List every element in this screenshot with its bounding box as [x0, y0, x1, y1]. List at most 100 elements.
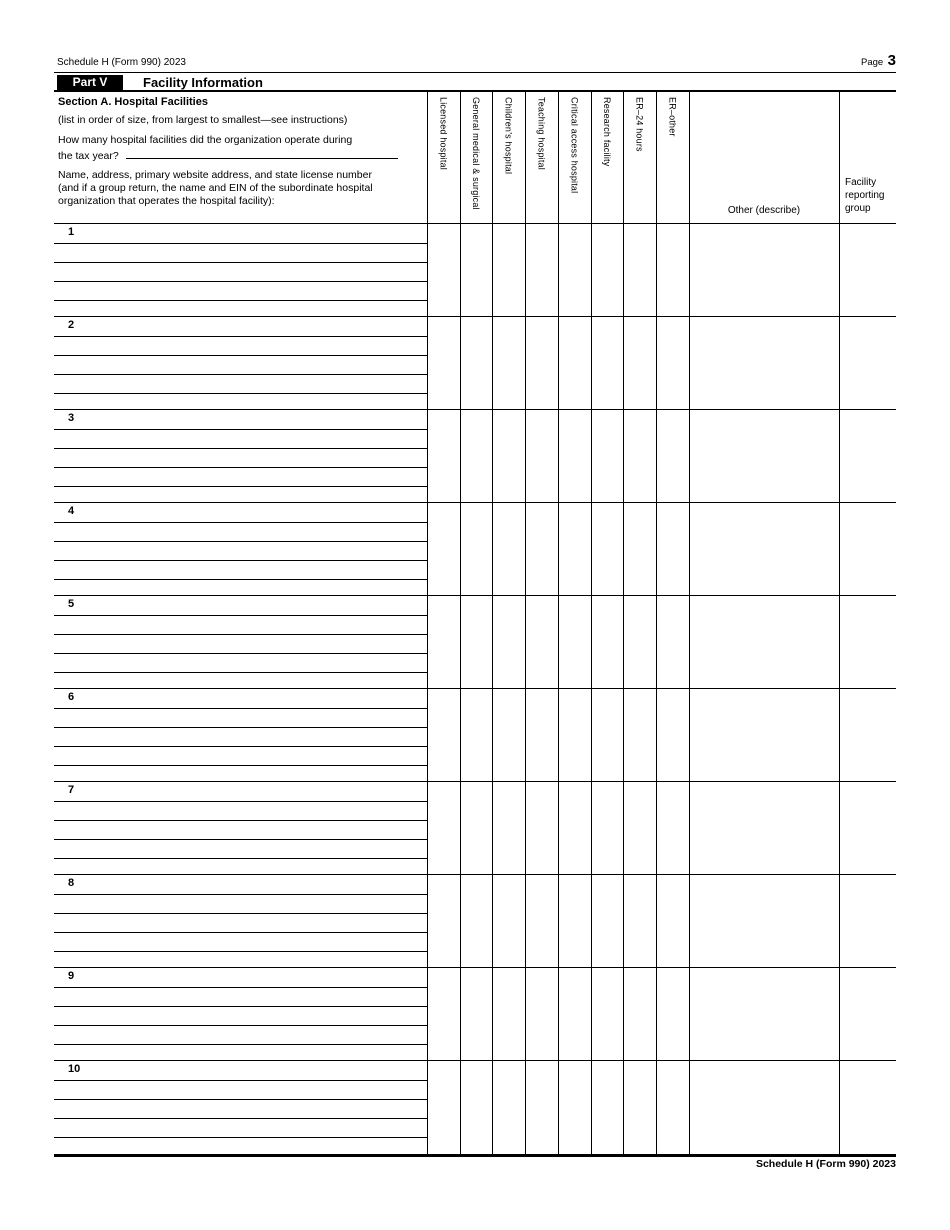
- facility-3-childrens-hospital-cell[interactable]: [492, 410, 525, 502]
- facility-6-writein-line-1[interactable]: [54, 708, 427, 709]
- facility-5-general-medical-surgical-cell[interactable]: [460, 596, 492, 688]
- facility-8-er-24-hours-cell[interactable]: [623, 875, 656, 967]
- facility-4-critical-access-hospital-cell[interactable]: [558, 503, 591, 595]
- facility-9-writein-line-2[interactable]: [54, 1006, 427, 1007]
- facility-8-general-medical-surgical-cell[interactable]: [460, 875, 492, 967]
- facility-4-research-facility-cell[interactable]: [591, 503, 623, 595]
- facility-8-er-other-cell[interactable]: [656, 875, 689, 967]
- facility-1-writein-line-2[interactable]: [54, 262, 427, 263]
- facility-5-writein-line-3[interactable]: [54, 653, 427, 654]
- facility-10-other-describe-cell[interactable]: [689, 1061, 839, 1154]
- facility-9-er-other-cell[interactable]: [656, 968, 689, 1060]
- facility-8-writein-line-4[interactable]: [54, 951, 427, 952]
- facility-4-er-24-hours-cell[interactable]: [623, 503, 656, 595]
- facility-2-writein-line-3[interactable]: [54, 374, 427, 375]
- facility-4-writein-line-1[interactable]: [54, 522, 427, 523]
- facility-10-reporting-group-cell[interactable]: [839, 1061, 896, 1154]
- facility-6-childrens-hospital-cell[interactable]: [492, 689, 525, 781]
- facility-5-writein-line-2[interactable]: [54, 634, 427, 635]
- facility-3-writein-line-2[interactable]: [54, 448, 427, 449]
- facility-7-er-24-hours-cell[interactable]: [623, 782, 656, 874]
- facility-5-er-other-cell[interactable]: [656, 596, 689, 688]
- facility-10-writein-line-3[interactable]: [54, 1118, 427, 1119]
- facility-9-childrens-hospital-cell[interactable]: [492, 968, 525, 1060]
- facility-4-teaching-hospital-cell[interactable]: [525, 503, 558, 595]
- facility-6-er-other-cell[interactable]: [656, 689, 689, 781]
- facility-7-reporting-group-cell[interactable]: [839, 782, 896, 874]
- facility-2-writein-line-1[interactable]: [54, 336, 427, 337]
- facility-2-childrens-hospital-cell[interactable]: [492, 317, 525, 409]
- facility-7-research-facility-cell[interactable]: [591, 782, 623, 874]
- facility-6-teaching-hospital-cell[interactable]: [525, 689, 558, 781]
- facility-8-reporting-group-cell[interactable]: [839, 875, 896, 967]
- facility-8-critical-access-hospital-cell[interactable]: [558, 875, 591, 967]
- facility-9-licensed-hospital-cell[interactable]: [427, 968, 460, 1060]
- facility-3-writein-line-4[interactable]: [54, 486, 427, 487]
- facility-5-research-facility-cell[interactable]: [591, 596, 623, 688]
- facility-4-reporting-group-cell[interactable]: [839, 503, 896, 595]
- facility-count-input[interactable]: [125, 147, 398, 159]
- facility-8-writein-line-1[interactable]: [54, 894, 427, 895]
- facility-9-reporting-group-cell[interactable]: [839, 968, 896, 1060]
- facility-5-critical-access-hospital-cell[interactable]: [558, 596, 591, 688]
- facility-3-writein-line-1[interactable]: [54, 429, 427, 430]
- facility-1-critical-access-hospital-cell[interactable]: [558, 224, 591, 316]
- facility-10-research-facility-cell[interactable]: [591, 1061, 623, 1154]
- facility-4-licensed-hospital-cell[interactable]: [427, 503, 460, 595]
- facility-3-teaching-hospital-cell[interactable]: [525, 410, 558, 502]
- facility-5-reporting-group-cell[interactable]: [839, 596, 896, 688]
- facility-10-critical-access-hospital-cell[interactable]: [558, 1061, 591, 1154]
- facility-10-writein-line-4[interactable]: [54, 1137, 427, 1138]
- facility-3-research-facility-cell[interactable]: [591, 410, 623, 502]
- facility-7-teaching-hospital-cell[interactable]: [525, 782, 558, 874]
- facility-5-teaching-hospital-cell[interactable]: [525, 596, 558, 688]
- facility-8-childrens-hospital-cell[interactable]: [492, 875, 525, 967]
- facility-6-general-medical-surgical-cell[interactable]: [460, 689, 492, 781]
- facility-5-writein-line-4[interactable]: [54, 672, 427, 673]
- facility-1-childrens-hospital-cell[interactable]: [492, 224, 525, 316]
- facility-3-reporting-group-cell[interactable]: [839, 410, 896, 502]
- facility-2-critical-access-hospital-cell[interactable]: [558, 317, 591, 409]
- facility-9-critical-access-hospital-cell[interactable]: [558, 968, 591, 1060]
- facility-6-critical-access-hospital-cell[interactable]: [558, 689, 591, 781]
- facility-9-writein-line-3[interactable]: [54, 1025, 427, 1026]
- facility-5-licensed-hospital-cell[interactable]: [427, 596, 460, 688]
- facility-4-childrens-hospital-cell[interactable]: [492, 503, 525, 595]
- facility-2-er-other-cell[interactable]: [656, 317, 689, 409]
- facility-4-other-describe-cell[interactable]: [689, 503, 839, 595]
- facility-2-reporting-group-cell[interactable]: [839, 317, 896, 409]
- facility-6-writein-line-3[interactable]: [54, 746, 427, 747]
- facility-5-writein-line-1[interactable]: [54, 615, 427, 616]
- facility-8-other-describe-cell[interactable]: [689, 875, 839, 967]
- facility-9-research-facility-cell[interactable]: [591, 968, 623, 1060]
- facility-9-writein-line-4[interactable]: [54, 1044, 427, 1045]
- facility-9-teaching-hospital-cell[interactable]: [525, 968, 558, 1060]
- facility-6-er-24-hours-cell[interactable]: [623, 689, 656, 781]
- facility-9-writein-line-1[interactable]: [54, 987, 427, 988]
- facility-1-writein-line-4[interactable]: [54, 300, 427, 301]
- facility-4-writein-line-2[interactable]: [54, 541, 427, 542]
- facility-6-reporting-group-cell[interactable]: [839, 689, 896, 781]
- facility-1-er-other-cell[interactable]: [656, 224, 689, 316]
- facility-5-er-24-hours-cell[interactable]: [623, 596, 656, 688]
- facility-7-writein-line-3[interactable]: [54, 839, 427, 840]
- facility-10-er-24-hours-cell[interactable]: [623, 1061, 656, 1154]
- facility-10-er-other-cell[interactable]: [656, 1061, 689, 1154]
- facility-2-er-24-hours-cell[interactable]: [623, 317, 656, 409]
- facility-3-er-24-hours-cell[interactable]: [623, 410, 656, 502]
- facility-9-general-medical-surgical-cell[interactable]: [460, 968, 492, 1060]
- facility-4-writein-line-3[interactable]: [54, 560, 427, 561]
- facility-2-teaching-hospital-cell[interactable]: [525, 317, 558, 409]
- facility-10-childrens-hospital-cell[interactable]: [492, 1061, 525, 1154]
- facility-4-writein-line-4[interactable]: [54, 579, 427, 580]
- facility-3-writein-line-3[interactable]: [54, 467, 427, 468]
- facility-1-teaching-hospital-cell[interactable]: [525, 224, 558, 316]
- facility-9-other-describe-cell[interactable]: [689, 968, 839, 1060]
- facility-7-other-describe-cell[interactable]: [689, 782, 839, 874]
- facility-4-general-medical-surgical-cell[interactable]: [460, 503, 492, 595]
- facility-7-general-medical-surgical-cell[interactable]: [460, 782, 492, 874]
- facility-2-licensed-hospital-cell[interactable]: [427, 317, 460, 409]
- facility-4-er-other-cell[interactable]: [656, 503, 689, 595]
- facility-5-other-describe-cell[interactable]: [689, 596, 839, 688]
- facility-6-licensed-hospital-cell[interactable]: [427, 689, 460, 781]
